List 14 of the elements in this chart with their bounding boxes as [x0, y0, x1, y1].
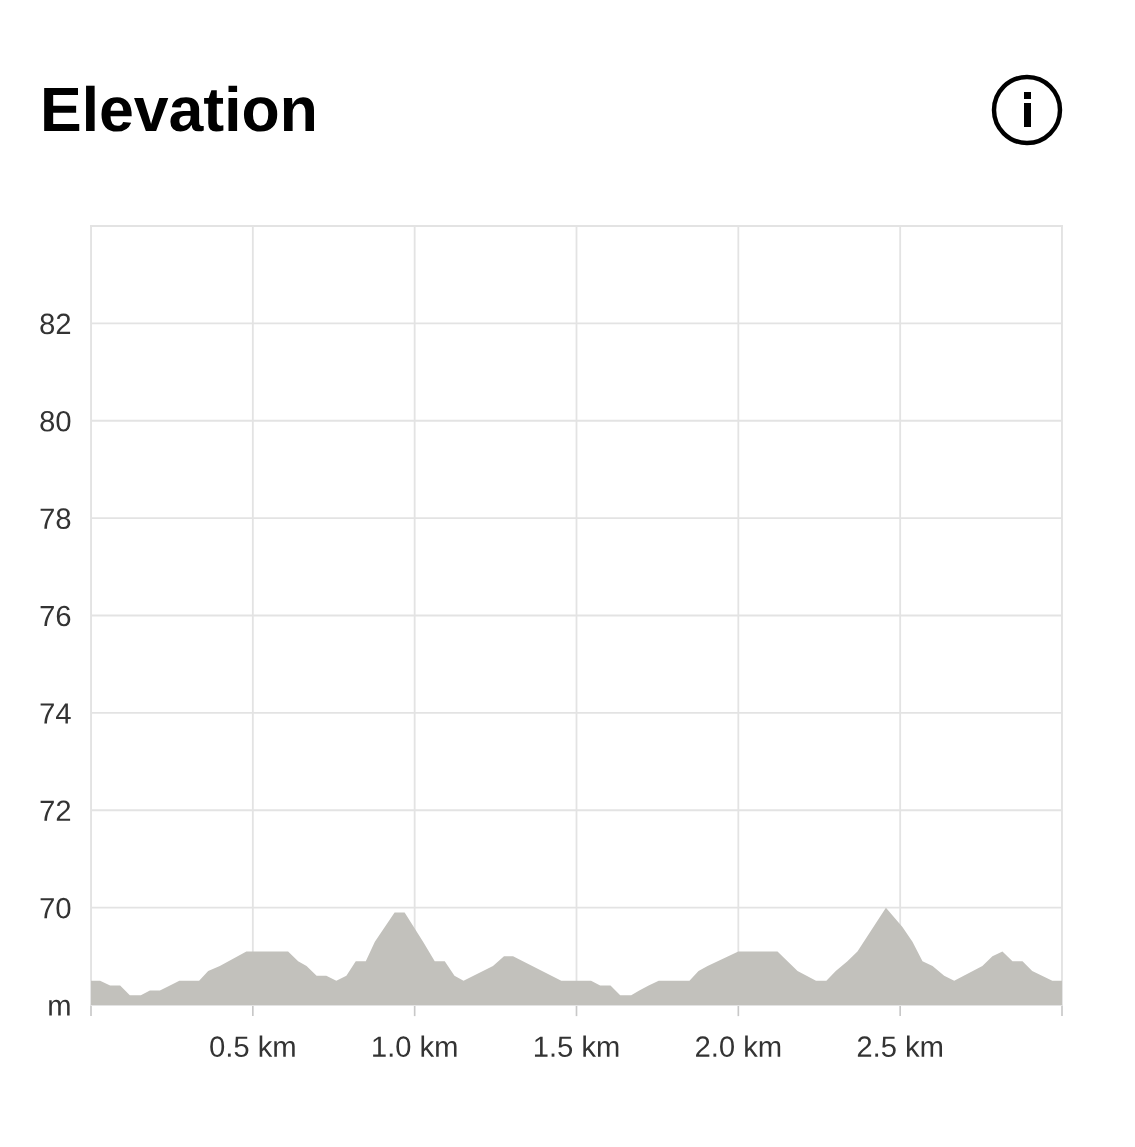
x-tick-label: 1.0 km: [373, 1035, 457, 1057]
y-tick-label: 70: [40, 897, 71, 919]
y-tick-label: 80: [40, 410, 71, 432]
y-tick-label: 78: [40, 508, 71, 529]
x-tick-label: 0.5 km: [210, 1035, 295, 1057]
x-tick-label: 1.5 km: [534, 1035, 619, 1057]
y-tick-label: 74: [40, 703, 71, 724]
chart-title: Elevation: [44, 85, 314, 132]
y-tick-label: 72: [40, 800, 71, 821]
x-tick-label: 2.0 km: [696, 1035, 781, 1057]
x-tick-label: 2.5 km: [857, 1035, 943, 1057]
y-tick-label: 76: [40, 605, 71, 627]
y-tick-label: 82: [40, 313, 71, 335]
y-tick-label: m: [49, 999, 70, 1016]
